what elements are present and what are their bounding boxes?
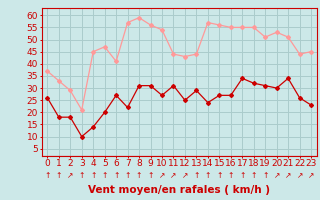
Text: ↗: ↗ [67, 171, 74, 180]
Text: ↑: ↑ [90, 171, 96, 180]
Text: ↗: ↗ [308, 171, 314, 180]
Text: ↗: ↗ [170, 171, 177, 180]
Text: ↑: ↑ [193, 171, 200, 180]
Text: ↑: ↑ [147, 171, 154, 180]
Text: ↗: ↗ [182, 171, 188, 180]
Text: ↑: ↑ [124, 171, 131, 180]
Text: ↑: ↑ [101, 171, 108, 180]
Text: ↗: ↗ [274, 171, 280, 180]
Text: ↑: ↑ [136, 171, 142, 180]
Text: ↗: ↗ [159, 171, 165, 180]
Text: ↑: ↑ [251, 171, 257, 180]
Text: ↗: ↗ [285, 171, 291, 180]
Text: ↑: ↑ [239, 171, 245, 180]
Text: ↑: ↑ [205, 171, 211, 180]
X-axis label: Vent moyen/en rafales ( km/h ): Vent moyen/en rafales ( km/h ) [88, 185, 270, 195]
Text: ↗: ↗ [296, 171, 303, 180]
Text: ↑: ↑ [78, 171, 85, 180]
Text: ↑: ↑ [262, 171, 268, 180]
Text: ↑: ↑ [44, 171, 51, 180]
Text: ↑: ↑ [113, 171, 119, 180]
Text: ↑: ↑ [216, 171, 222, 180]
Text: ↑: ↑ [228, 171, 234, 180]
Text: ↑: ↑ [56, 171, 62, 180]
